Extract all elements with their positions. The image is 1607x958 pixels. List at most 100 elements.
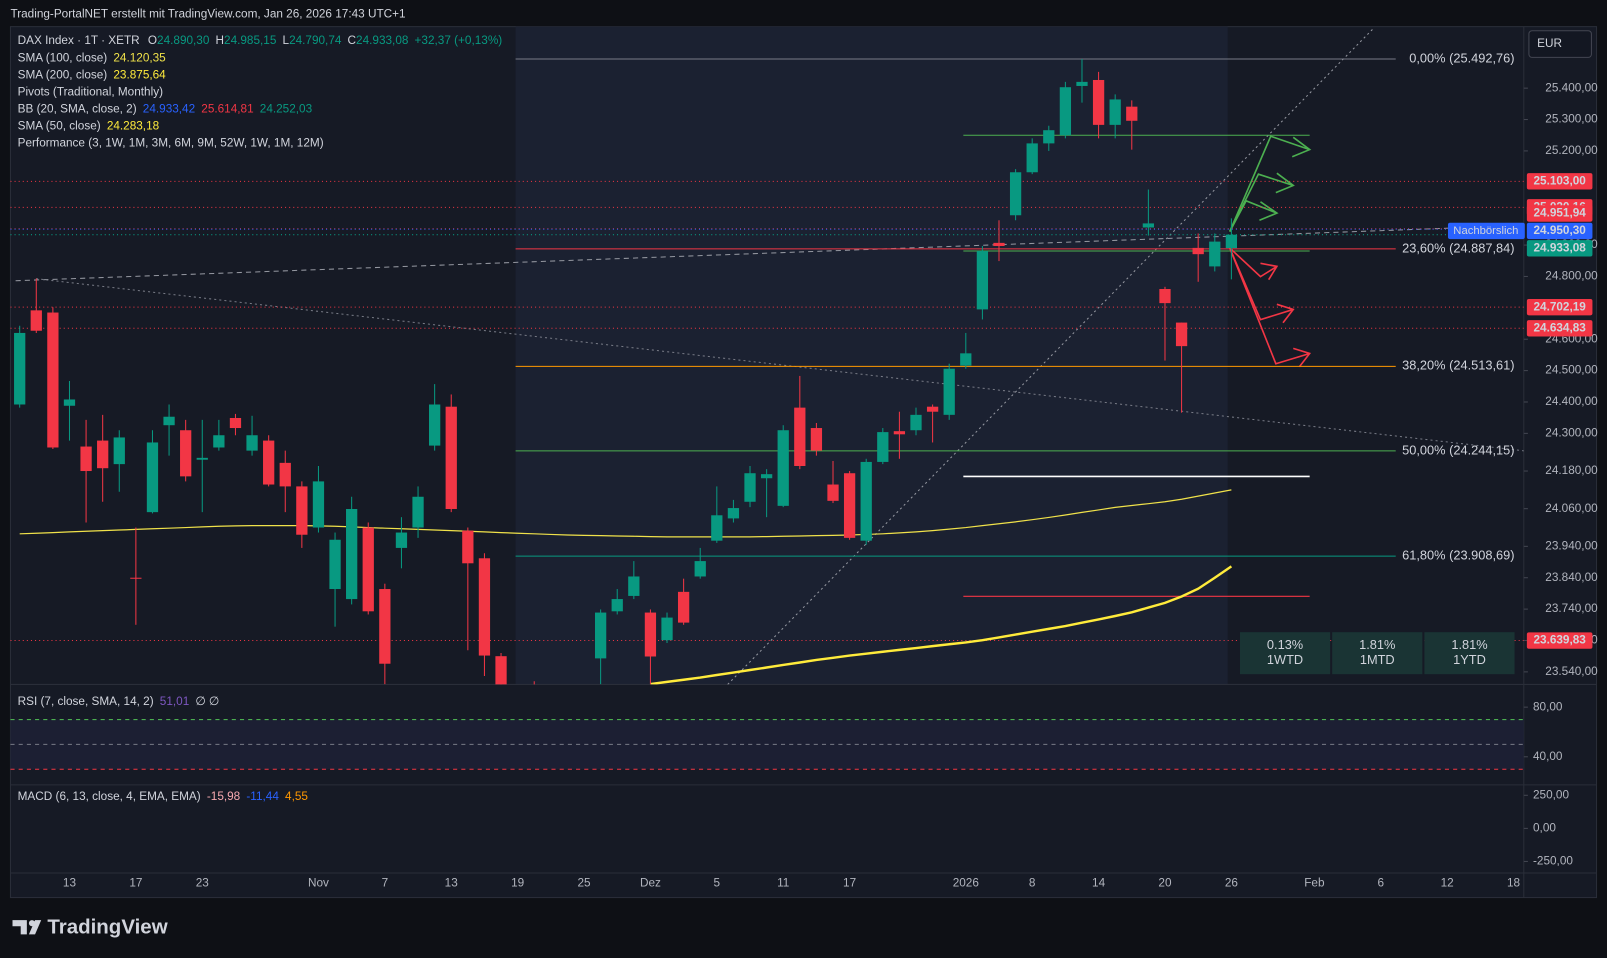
ohlc-value: 24.790,74 (289, 34, 342, 47)
x-tick-label: 23 (196, 876, 210, 889)
ohlc-value: 24.890,30 (157, 34, 210, 47)
candle-body (346, 508, 358, 600)
candle-body (279, 462, 291, 487)
price-tag (1526, 222, 1593, 240)
performance-box (1332, 632, 1423, 675)
candle-body (1092, 79, 1105, 125)
candle-body (379, 589, 391, 664)
arrow-head (1259, 201, 1279, 222)
y-tick-label: 25.200,00 (1545, 144, 1598, 157)
ohlc-key: O (148, 34, 157, 47)
fib-label: 23,60% (24.887,84) (1402, 240, 1514, 255)
y-tick-label: 0,00 (1533, 821, 1556, 834)
y-tick-label: 24.400,00 (1545, 395, 1598, 408)
candle-body (246, 435, 258, 451)
legend-row: SMA (50, close) 24.283,18 (18, 120, 160, 133)
y-tick-label: -250,00 (1533, 855, 1573, 868)
candle-body (14, 332, 26, 405)
candle-body (1159, 289, 1171, 304)
x-tick-label: 7 (382, 876, 389, 889)
y-tick-label: 23.940,00 (1545, 539, 1598, 552)
legend-value: 23.875,64 (113, 69, 166, 82)
candle-body (677, 591, 690, 623)
candle-body (163, 416, 175, 426)
candle-body (130, 577, 142, 579)
candle-body (196, 457, 208, 460)
price-tag-label: 24.950,30 (1533, 224, 1586, 237)
candle-body (412, 496, 424, 528)
x-tick-label: 20 (1158, 876, 1172, 889)
arrow (1229, 199, 1278, 232)
y-tick-label: 24.180,00 (1545, 464, 1598, 477)
candle-body (711, 515, 723, 541)
candle-body (395, 532, 408, 548)
candle-body (1076, 81, 1088, 86)
x-tick-label: 18 (1507, 876, 1521, 889)
candle-body (893, 431, 906, 435)
ohlc-key: C (348, 34, 357, 47)
candle-body (1209, 241, 1221, 267)
candle-body (80, 446, 92, 472)
candle-body (1126, 106, 1138, 121)
candle-body (362, 527, 374, 612)
performance-box (1424, 632, 1515, 675)
arrow-head (1293, 347, 1312, 368)
price-tag (1526, 632, 1593, 649)
ohlc-value: 24.985,15 (224, 34, 277, 47)
bear-arrows (1228, 247, 1312, 368)
x-tick-label: 19 (511, 876, 524, 889)
candle-body (1059, 87, 1072, 136)
x-tick-label: 13 (63, 876, 77, 889)
fib-label: 50,00% (24.244,15) (1402, 442, 1514, 457)
brand: TradingView (12, 916, 168, 939)
performance-value: 1.81% (1359, 637, 1395, 652)
price-tag-note: Nachbörslich (1453, 225, 1518, 237)
candle-body (462, 530, 474, 564)
candle-body (1175, 322, 1188, 347)
arrow-head (1276, 303, 1295, 324)
candle-body (976, 251, 989, 310)
y-tick-label: 23.740,00 (1545, 602, 1598, 615)
x-tick-label: 26 (1225, 876, 1239, 889)
x-tick-label: 5 (714, 876, 721, 889)
fib-label: 61,80% (23.908,69) (1402, 548, 1514, 563)
candle-body (860, 461, 872, 541)
candle-body (777, 430, 789, 506)
x-tick-label: 6 (1377, 876, 1384, 889)
x-tick-label: 17 (129, 876, 142, 889)
candle-body (661, 617, 673, 641)
candle-body (794, 407, 806, 467)
x-tick-label: Feb (1304, 876, 1325, 889)
performance-value: 1.81% (1451, 637, 1487, 652)
candle-body (943, 368, 955, 415)
legend-value: 24.252,03 (260, 103, 313, 116)
legend-name: SMA (100, close) (18, 52, 108, 65)
y-tick-label: 24.300,00 (1545, 426, 1598, 439)
candle-body (744, 473, 756, 502)
candle-body (1109, 99, 1121, 125)
candle-body (213, 435, 225, 448)
candle-body (611, 599, 623, 612)
price-tag-label: 24.951,94 (1533, 207, 1586, 220)
logo-dot (28, 920, 36, 927)
candle-body (97, 440, 109, 469)
fib-zone (515, 26, 1228, 685)
price-tag (1526, 320, 1593, 337)
candle-body (47, 312, 59, 448)
candle-body (910, 414, 922, 431)
currency-button[interactable] (1528, 30, 1592, 58)
candle-body (727, 508, 740, 519)
y-tick-label: 24.800,00 (1545, 270, 1598, 283)
legend-row: Performance (3, 1W, 1M, 3M, 6M, 9M, 52W,… (18, 137, 324, 150)
price-tag (1526, 240, 1593, 257)
x-tick-label: 14 (1092, 876, 1106, 889)
legend-value: 24.120,35 (113, 52, 166, 65)
currency[interactable]: EUR (1537, 37, 1562, 50)
fib-label: 0,00% (25.492,76) (1409, 50, 1514, 65)
legend-name: Performance (3, 1W, 1M, 3M, 6M, 9M, 52W,… (18, 137, 324, 150)
plot (10, 58, 1524, 685)
price-tag-note-box (1447, 222, 1525, 240)
candle-body (644, 612, 657, 657)
candle-body (478, 558, 491, 656)
